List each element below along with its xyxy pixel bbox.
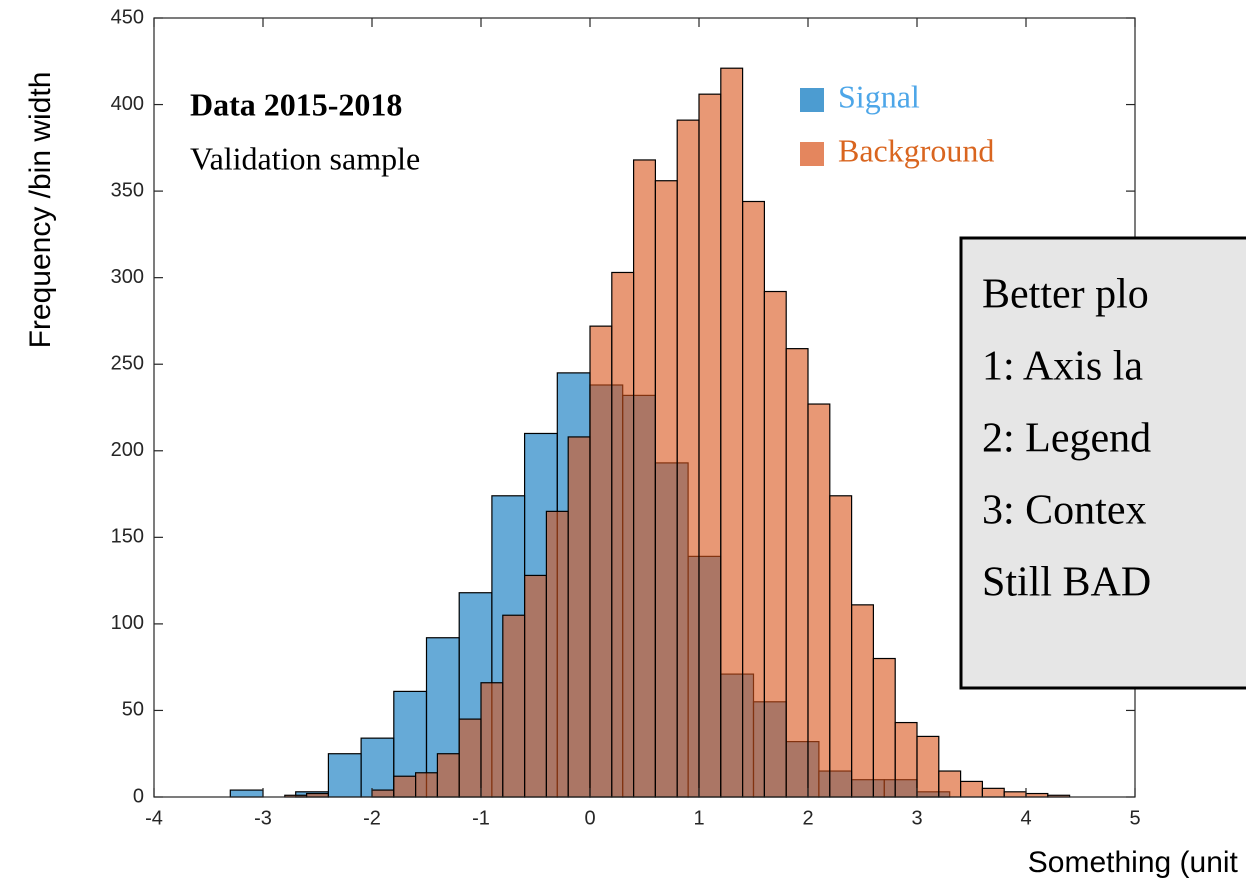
legend-swatch — [800, 88, 824, 112]
y-tick-label: 450 — [111, 6, 144, 28]
bar — [567, 436, 591, 798]
bar — [959, 780, 983, 798]
bar — [458, 718, 482, 798]
y-tick-label: 0 — [133, 785, 144, 807]
bar — [676, 119, 700, 798]
x-tick-label: -3 — [254, 807, 272, 829]
y-tick-label: 400 — [111, 93, 144, 115]
x-tick-label: 2 — [802, 807, 813, 829]
annotation: Validation sample — [190, 140, 420, 176]
bar — [360, 737, 395, 798]
y-tick-label: 150 — [111, 526, 144, 548]
x-tick-label: 0 — [584, 807, 595, 829]
x-tick-label: 5 — [1129, 807, 1140, 829]
bar — [523, 574, 547, 798]
x-tick-label: -4 — [145, 807, 163, 829]
bar — [393, 775, 417, 798]
note-line: 1: Axis la — [982, 344, 1143, 390]
legend-label: Signal — [838, 78, 920, 114]
y-tick-label: 350 — [111, 179, 144, 201]
bar — [654, 180, 678, 798]
y-tick-label: 250 — [111, 353, 144, 375]
bar — [807, 403, 831, 798]
bar — [872, 657, 896, 798]
note-line: Still BAD — [982, 560, 1151, 606]
bar — [589, 325, 613, 798]
note-line: Better plo — [982, 272, 1149, 318]
bar — [850, 604, 874, 798]
note-box — [959, 236, 1246, 690]
bar — [829, 495, 853, 798]
bar — [938, 770, 962, 798]
bar — [436, 753, 460, 798]
bar — [720, 67, 744, 798]
y-tick-label: 50 — [122, 699, 144, 721]
bar — [371, 789, 395, 798]
bar — [763, 290, 787, 798]
bar — [480, 682, 504, 798]
bar — [545, 510, 569, 798]
y-tick-label: 100 — [111, 612, 144, 634]
y-tick-label: 200 — [111, 439, 144, 461]
bar — [327, 753, 362, 798]
note-line: 2: Legend — [982, 416, 1151, 462]
bar — [741, 200, 765, 798]
bar — [698, 93, 722, 798]
y-axis-label: Frequency /bin width — [24, 72, 57, 349]
x-tick-label: 3 — [911, 807, 922, 829]
x-tick-label: 1 — [693, 807, 704, 829]
legend-swatch — [800, 142, 824, 166]
y-tick-label: 300 — [111, 266, 144, 288]
bar — [894, 721, 918, 798]
legend-label: Background — [838, 132, 994, 168]
bar — [611, 271, 635, 798]
note-line: 3: Contex — [982, 488, 1147, 534]
x-tick-label: 4 — [1020, 807, 1031, 829]
bar — [632, 159, 656, 798]
bar — [785, 348, 809, 798]
bar — [1003, 791, 1027, 798]
bar — [502, 614, 526, 798]
annotation: Data 2015-2018 — [190, 86, 402, 122]
bar — [415, 772, 439, 798]
x-tick-label: -2 — [363, 807, 381, 829]
x-axis-label: Something (unit X) — [1028, 846, 1246, 879]
bar — [916, 735, 940, 798]
bar — [229, 789, 264, 798]
bar — [981, 787, 1005, 798]
x-tick-label: -1 — [472, 807, 490, 829]
